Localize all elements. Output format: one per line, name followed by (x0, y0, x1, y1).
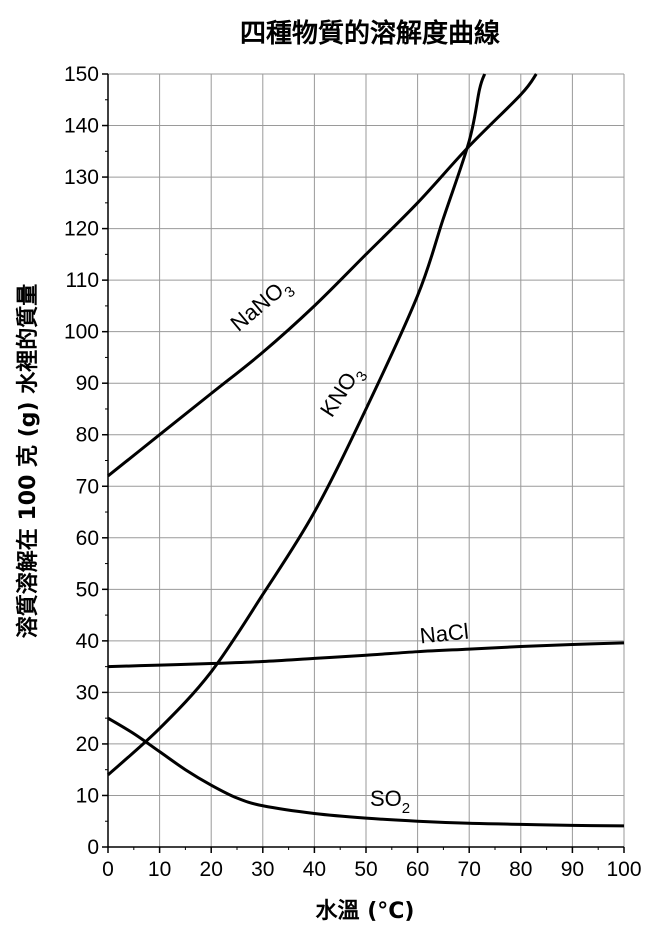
y-tick-label: 140 (64, 115, 99, 138)
ticks (102, 73, 625, 853)
x-tick-label: 20 (200, 858, 223, 881)
y-tick-label: 30 (76, 681, 99, 704)
y-tick-label: 120 (64, 218, 99, 241)
x-tick-label: 60 (406, 858, 429, 881)
x-tick-label: 30 (251, 858, 274, 881)
x-tick-label: 50 (354, 858, 377, 881)
x-tick-label: 70 (458, 858, 481, 881)
y-tick-label: 130 (64, 166, 99, 189)
y-tick-label: 60 (76, 527, 99, 550)
series-line-nacl (107, 641, 625, 669)
y-tick-labels: 0 10 20 30 40 50 60 70 80 90 100 110 120 130 140 150 (64, 63, 99, 859)
series-line-nano3 (107, 73, 538, 478)
x-tick-label: 10 (148, 858, 171, 881)
chart-title: 四種物質的溶解度曲線 (240, 18, 500, 49)
x-tick-label: 80 (509, 858, 532, 881)
x-tick-label: 0 (102, 858, 114, 881)
y-tick-label: 80 (76, 424, 99, 447)
y-tick-label: 10 (76, 784, 99, 807)
x-tick-label: 40 (303, 858, 326, 881)
series-line-kno3 (106, 73, 487, 776)
y-tick-label: 100 (64, 321, 99, 344)
curves (106, 73, 625, 828)
series-line-so2 (107, 716, 625, 828)
series-label-so2: SO2 (370, 786, 410, 817)
y-tick-label: 150 (64, 63, 99, 86)
y-tick-label: 70 (76, 475, 99, 498)
y-axis-title: 溶質溶解在 100 克 (g) 水裡的質量 (15, 284, 41, 638)
x-tick-label: 90 (561, 858, 584, 881)
x-axis-title: 水溫 (°C) (316, 899, 415, 924)
y-tick-label: 110 (66, 269, 99, 292)
grid (107, 73, 625, 848)
series-label-nacl: NaCl (419, 619, 470, 649)
y-tick-label: 20 (76, 733, 99, 756)
x-tick-label: 100 (606, 858, 641, 881)
y-tick-label: 40 (76, 630, 99, 653)
y-tick-label: 50 (76, 578, 99, 601)
y-tick-label: 90 (76, 372, 99, 395)
x-tick-labels: 0 10 20 30 40 50 60 70 80 90 100 (102, 858, 641, 881)
y-tick-label: 0 (87, 836, 99, 859)
